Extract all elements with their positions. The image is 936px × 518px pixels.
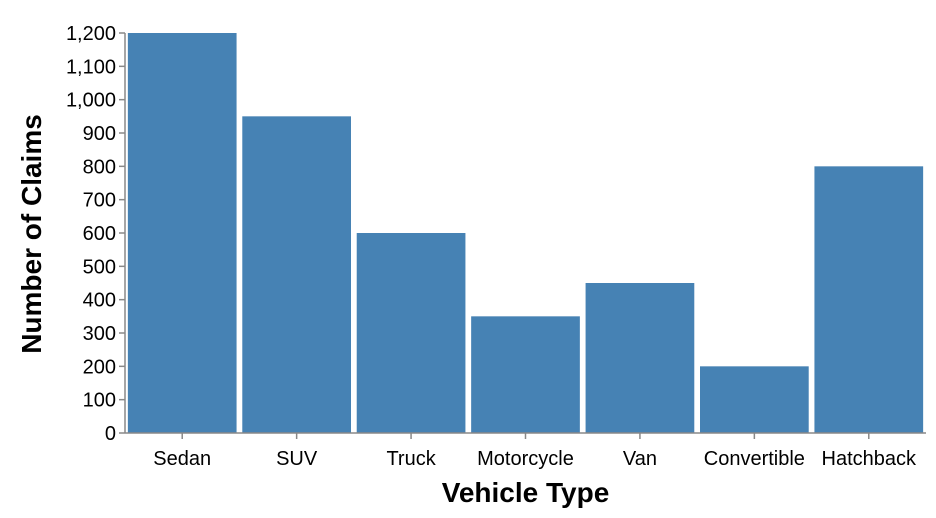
x-tick-label-sedan: Sedan [153, 448, 211, 470]
x-axis: Sedan SUV Truck Motorcycle Van Convertible Hat… [125, 432, 926, 470]
y-tick-label: 700 [83, 190, 116, 212]
y-tick-label: 800 [83, 156, 116, 178]
bar-sedan [127, 33, 237, 433]
y-tick-label: 400 [83, 290, 116, 312]
y-tick-label: 100 [83, 390, 116, 412]
y-tick-label: 1,100 [66, 56, 116, 78]
bar-truck [356, 233, 466, 433]
x-tick-label-truck: Truck [386, 448, 436, 470]
y-tick-label: 600 [83, 223, 116, 245]
x-tick-label-van: Van [623, 448, 657, 470]
bar-van [585, 283, 695, 433]
x-tick-label-motorcycle: Motorcycle [477, 448, 574, 470]
x-tick-label-hatchback: Hatchback [822, 448, 917, 470]
y-tick-label: 300 [83, 323, 116, 345]
bar-motorcycle [471, 316, 580, 433]
bars-group [127, 33, 924, 433]
bar-suv [242, 116, 351, 433]
y-tick-label: 1,200 [66, 23, 116, 45]
bar-hatchback [814, 166, 924, 433]
x-tick-label-convertible: Convertible [704, 448, 805, 470]
x-axis-title: Vehicle Type [442, 477, 610, 508]
y-axis: 0 100 200 300 400 500 600 700 800 900 1,000 1,100 1,… [66, 23, 126, 445]
y-tick-label: 200 [83, 356, 116, 378]
y-tick-label: 0 [105, 423, 116, 445]
y-tick-label: 900 [83, 123, 116, 145]
y-axis-title: Number of Claims [16, 114, 47, 354]
y-tick-label: 500 [83, 256, 116, 278]
y-tick-label: 1,000 [66, 90, 116, 112]
bar-convertible [700, 366, 809, 433]
x-tick-label-suv: SUV [276, 448, 318, 470]
